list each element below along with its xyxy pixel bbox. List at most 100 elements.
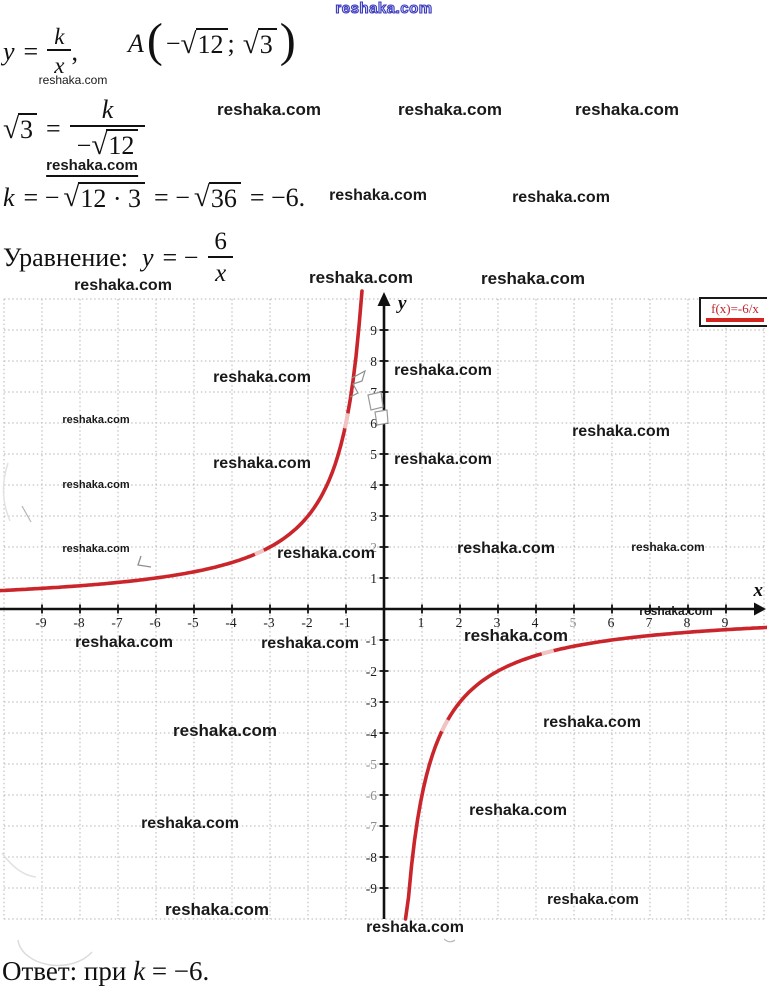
watermark: reshaka.com (62, 543, 130, 555)
watermark: reshaka.com (62, 414, 130, 426)
paren-close: ) (279, 14, 296, 67)
watermark: reshaka.com (309, 268, 413, 287)
y-tick-label: 7 (370, 385, 377, 400)
watermark: reshaka.com (575, 100, 679, 119)
math-op: = (23, 36, 39, 66)
comma: , (71, 36, 78, 66)
math-var: k (3, 182, 15, 212)
x-axis-arrow (754, 602, 766, 616)
watermark: reshaka.com (547, 891, 639, 908)
x-tick-label: -5 (187, 615, 198, 630)
y-tick-label: 8 (370, 354, 377, 369)
radical-sign: √ (242, 27, 259, 60)
y-tick-label: -7 (366, 819, 377, 834)
y-tick-label: 1 (370, 571, 377, 586)
math-var: y (3, 36, 15, 66)
radical-sign: √ (180, 27, 197, 60)
watermark: reshaka.com (277, 545, 375, 562)
watermark: reshaka.com (512, 189, 610, 206)
radical-sign: √ (193, 181, 210, 213)
radical-sign: √ (91, 128, 108, 161)
y-axis-arrow (377, 292, 391, 306)
stray-mark (137, 555, 152, 568)
watermark: reshaka.com (62, 479, 130, 491)
stray-mark (367, 391, 384, 411)
curve-erased-gap (440, 718, 450, 733)
equation-result: Уравнение: y = − 6 x (3, 228, 234, 289)
watermark: reshaka.com (213, 455, 311, 472)
y-tick-label: -4 (366, 726, 377, 741)
curve-erased-gap (343, 413, 350, 429)
equation-general-hyperbola: y = k x , (3, 24, 78, 80)
minus-sign: − (165, 29, 181, 59)
watermark: reshaka.com (394, 451, 492, 468)
y-tick-label: 6 (370, 416, 377, 431)
watermark: reshaka.com (165, 900, 269, 919)
y-tick-label: 5 (370, 447, 377, 462)
x-tick-label: 1 (418, 615, 425, 630)
watermark: reshaka.com (366, 919, 464, 936)
y-tick-label: -6 (366, 788, 377, 803)
y-axis-label: y (396, 293, 407, 314)
y-tick-label: 4 (370, 478, 377, 493)
x-tick-label: -6 (149, 615, 160, 630)
math-op: = (45, 114, 61, 144)
legend-function-label: f(x)=-6/x (711, 301, 759, 316)
watermark: reshaka.com (74, 277, 172, 294)
watermark: reshaka.com (469, 802, 567, 819)
curve-erased-gap (541, 648, 555, 656)
point-name: A (128, 29, 144, 59)
y-tick-label: -2 (366, 664, 377, 679)
watermark: reshaka.com (38, 73, 108, 87)
watermark: reshaka.com (464, 626, 568, 645)
watermark: reshaka.com (398, 100, 502, 119)
math-var: y (142, 243, 154, 273)
watermark: reshaka.com (639, 604, 713, 618)
watermark: reshaka.com (394, 362, 492, 379)
fraction-k-over-x: k x (47, 24, 72, 80)
stray-mark (1, 852, 37, 878)
radicand-3: 3 (257, 28, 277, 60)
radicand-12: 12 (195, 28, 228, 60)
y-tick-label: -8 (366, 850, 377, 865)
curve-erased-gap (254, 548, 265, 557)
x-tick-label: -7 (111, 615, 122, 630)
watermark: reshaka.com (457, 540, 555, 557)
y-tick-label: 9 (370, 323, 377, 338)
paren-open: ( (146, 14, 163, 67)
radical-sign: √ (3, 112, 19, 145)
legend-line-sample (706, 318, 764, 322)
x-axis-label: x (753, 580, 764, 601)
radical-sign: √ (63, 181, 80, 213)
hyperbola-plot: -9 -8 -7 -6 -5 -4 -3 -2 -1 1 2 3 4 5 6 7 8 9987654321-1-2… (0, 289, 767, 967)
math-op: = −6. (249, 182, 306, 212)
equation-substitution: √ 3 = k −√12 (3, 95, 146, 163)
y-tick-label: -3 (366, 695, 377, 710)
x-tick-label: 5 (570, 615, 577, 630)
watermark: reshaka.com (213, 369, 311, 386)
watermark: reshaka.com (173, 721, 277, 740)
watermark: reshaka.com (261, 635, 359, 652)
stray-mark (2, 462, 11, 522)
y-tick-label: -1 (366, 633, 377, 648)
fraction-6-over-x: 6 x (207, 228, 234, 289)
x-tick-label: -3 (263, 615, 274, 630)
point-A: A ( − √ 12 ; √ 3 ) (128, 14, 299, 67)
math-op: = − (162, 243, 199, 273)
legend-box: f(x)=-6/x (699, 297, 767, 327)
radicand-3: 3 (17, 113, 37, 145)
watermark: reshaka.com (481, 269, 585, 288)
y-tick-label: -9 (366, 881, 377, 896)
x-tick-label: 9 (722, 615, 729, 630)
x-tick-label: 6 (608, 615, 615, 630)
radicand-12: 12 (106, 128, 139, 160)
semicolon: ; (227, 29, 235, 59)
x-tick-label: -2 (301, 615, 312, 630)
y-tick-label: 3 (370, 509, 377, 524)
watermark: reshaka.com (46, 158, 138, 177)
answer-line: Ответ: при k = −6. (2, 956, 210, 986)
x-tick-label: 2 (456, 615, 463, 630)
stray-mark (374, 409, 389, 426)
math-op: = − (154, 182, 190, 212)
